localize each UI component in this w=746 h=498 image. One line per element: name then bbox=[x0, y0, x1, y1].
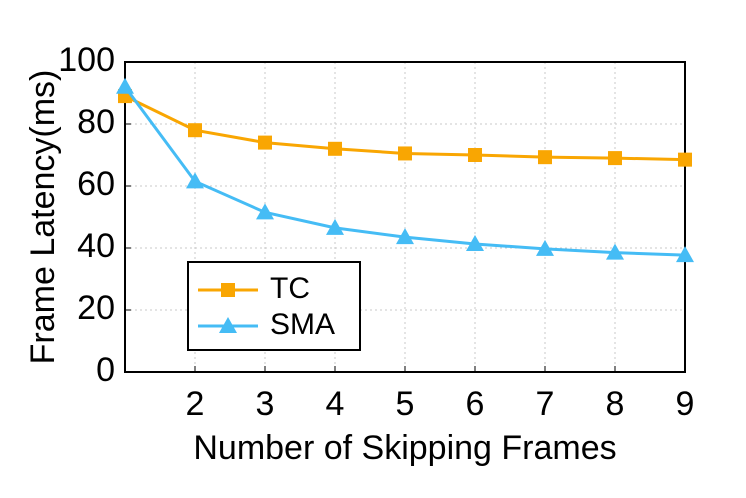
x-tick-label: 3 bbox=[256, 385, 275, 423]
y-tick-label: 40 bbox=[77, 227, 115, 265]
marker bbox=[396, 228, 414, 245]
y-tick-label: 80 bbox=[77, 103, 115, 141]
marker bbox=[326, 218, 344, 235]
marker bbox=[678, 152, 692, 167]
marker bbox=[468, 148, 482, 162]
y-tick-label: 0 bbox=[96, 351, 115, 389]
marker bbox=[219, 317, 237, 333]
x-tick-label: 6 bbox=[466, 385, 485, 423]
y-axis-label: Frame Latency(ms) bbox=[24, 70, 62, 365]
y-tick-label: 100 bbox=[58, 41, 115, 79]
marker bbox=[538, 150, 552, 165]
marker bbox=[186, 172, 204, 189]
marker bbox=[398, 146, 412, 161]
legend-box bbox=[187, 261, 361, 351]
x-axis-label: Number of Skipping Frames bbox=[193, 429, 616, 467]
marker bbox=[188, 123, 202, 138]
marker bbox=[256, 203, 274, 220]
marker bbox=[606, 243, 624, 260]
marker bbox=[608, 151, 622, 166]
y-tick-label: 20 bbox=[77, 289, 115, 327]
marker bbox=[536, 239, 554, 256]
x-tick-label: 7 bbox=[536, 385, 555, 423]
marker bbox=[676, 246, 694, 263]
legend-label: TC bbox=[270, 272, 310, 305]
x-tick-label: 8 bbox=[606, 385, 625, 423]
y-tick-label: 60 bbox=[77, 165, 115, 203]
plot-frame bbox=[124, 61, 686, 373]
x-tick-label: 4 bbox=[326, 385, 345, 423]
x-tick-label: 2 bbox=[186, 385, 205, 423]
marker bbox=[328, 141, 342, 156]
marker bbox=[116, 77, 134, 94]
x-tick-label: 9 bbox=[676, 385, 695, 423]
x-tick-label: 5 bbox=[396, 385, 415, 423]
marker bbox=[466, 234, 484, 251]
marker bbox=[221, 283, 235, 297]
legend-label: SMA bbox=[270, 308, 335, 341]
marker bbox=[258, 135, 272, 150]
